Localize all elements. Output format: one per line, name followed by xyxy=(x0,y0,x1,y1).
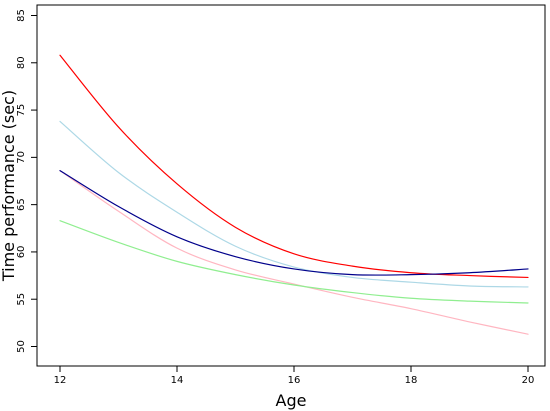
series-line-4 xyxy=(59,170,529,335)
y-tick-label: 70 xyxy=(16,151,27,164)
y-axis-title: Time performance (sec) xyxy=(0,90,18,282)
x-tick-label: 20 xyxy=(522,375,535,386)
series-line-5 xyxy=(59,220,529,304)
x-tick-label: 14 xyxy=(171,375,184,386)
y-tick-label: 80 xyxy=(16,56,27,69)
x-axis-title: Age xyxy=(276,391,307,410)
x-tick-label: 18 xyxy=(405,375,418,386)
x-axis: 12 14 16 18 20 xyxy=(54,366,535,386)
x-tick-label: 16 xyxy=(288,375,301,386)
series-line-1 xyxy=(59,54,529,279)
x-tick-label: 12 xyxy=(54,375,67,386)
y-tick-label: 85 xyxy=(16,9,27,22)
y-tick-label: 50 xyxy=(16,340,27,353)
y-tick-label: 75 xyxy=(16,104,27,117)
y-tick-label: 60 xyxy=(16,246,27,259)
series-line-3 xyxy=(59,170,529,276)
plot-lines xyxy=(59,54,529,335)
series-line-2 xyxy=(59,120,529,288)
y-tick-label: 65 xyxy=(16,198,27,211)
y-tick-label: 55 xyxy=(16,293,27,306)
plot-frame xyxy=(36,4,546,367)
y-axis: 50 55 60 65 70 75 80 85 xyxy=(16,9,37,353)
